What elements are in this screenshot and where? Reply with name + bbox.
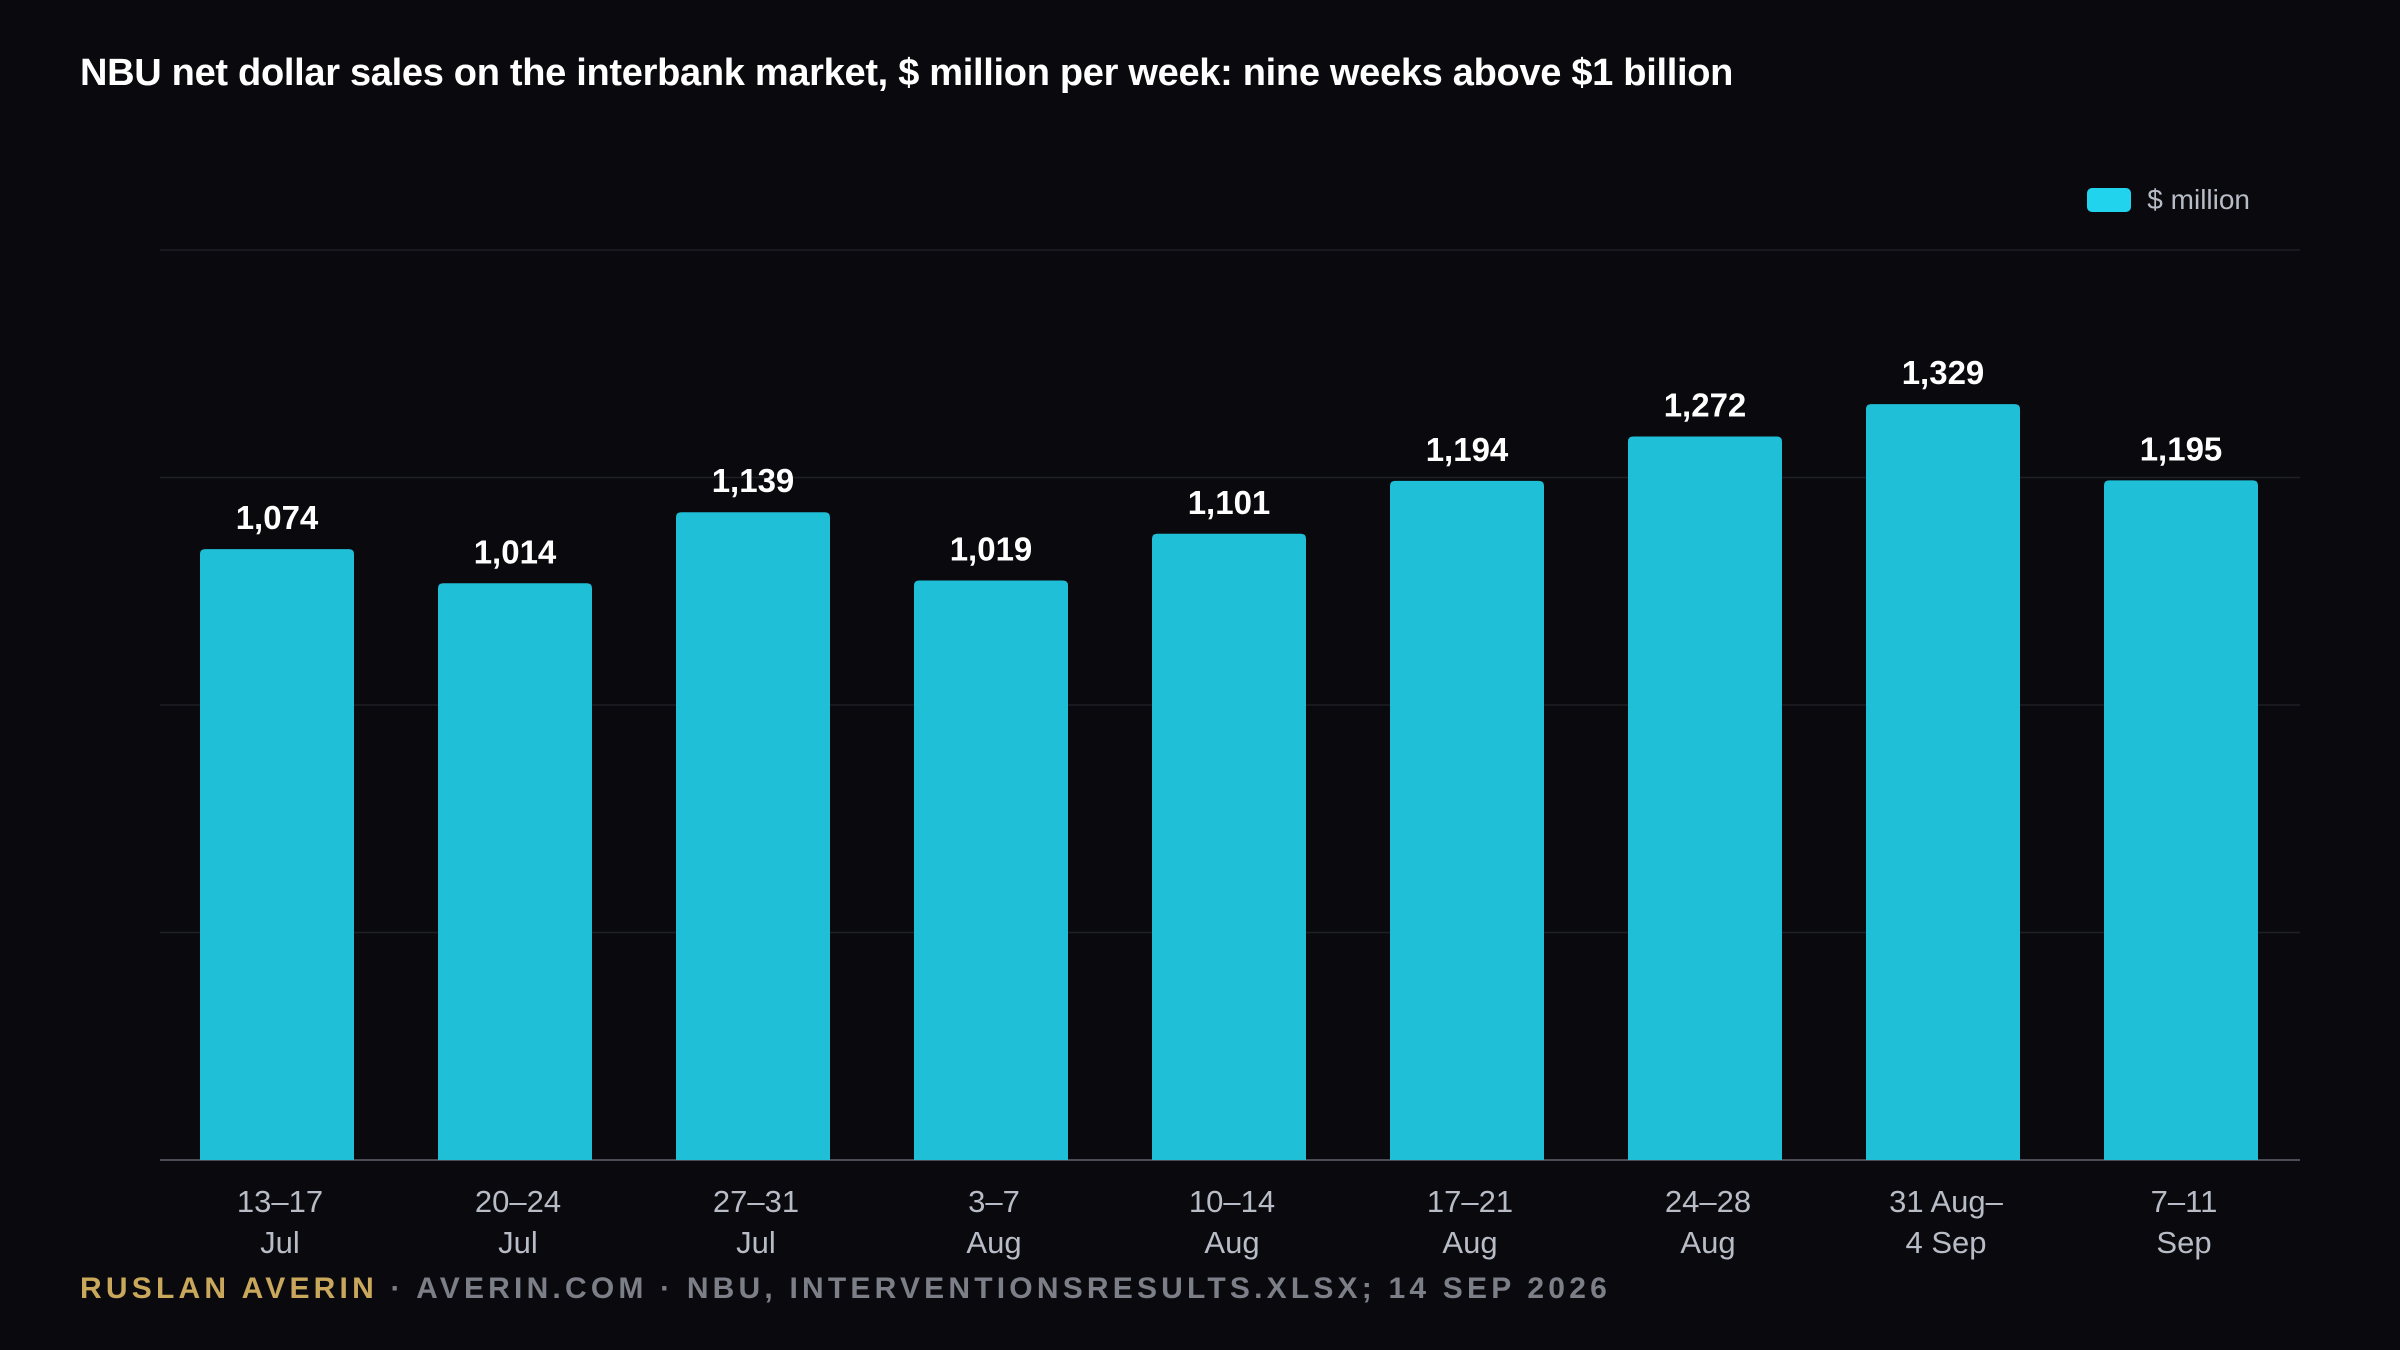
bars [200,404,2258,1161]
value-label-2: 1,139 [712,462,795,499]
chart-legend: $ million [2087,184,2250,216]
value-labels: 1,074 1,014 1,139 1,019 1,101 1,194 1,272 1,329… [236,354,2223,570]
bar-6 [1628,436,1782,1160]
bar-7 [1866,404,2020,1161]
tick-label-8-0: 7–11 [2151,1184,2218,1219]
legend-label: $ million [2147,184,2250,215]
tick-label-3-0: 3–7 [968,1184,1020,1219]
bar-1 [438,583,592,1160]
tick-label-6-1: Aug [1680,1225,1735,1260]
bar-8 [2104,480,2258,1160]
tick-label-1-0: 20–24 [475,1184,561,1219]
tick-label-7-0: 31 Aug– [1889,1184,2004,1219]
tick-label-0-1: Jul [260,1225,300,1260]
value-label-3: 1,019 [950,530,1033,567]
tick-label-5-1: Aug [1442,1225,1497,1260]
tick-label-0-0: 13–17 [237,1184,323,1219]
value-label-5: 1,194 [1426,431,1509,468]
tick-label-2-0: 27–31 [713,1184,799,1219]
footer-source: · AVERIN.COM · NBU, INTERVENTIONSRESULTS… [390,1272,1611,1305]
tick-label-5-0: 17–21 [1427,1184,1513,1219]
tick-label-2-1: Jul [736,1225,776,1260]
tick-label-4-1: Aug [1204,1225,1259,1260]
value-label-6: 1,272 [1664,387,1747,424]
footer-credit: RUSLAN AVERIN · AVERIN.COM · NBU, INTERV… [80,1272,1611,1306]
x-axis-tick-labels: 13–17 Jul 20–24 Jul 27–31 Jul 3–7 Aug 10–14 Aug 17… [237,1184,2217,1260]
chart-title: NBU net dollar sales on the interbank ma… [80,52,1734,94]
value-label-0: 1,074 [236,499,319,536]
bar-4 [1152,533,1306,1160]
bar-5 [1390,480,1544,1161]
value-label-7: 1,329 [1902,354,1985,391]
bar-0 [200,549,354,1160]
tick-label-4-0: 10–14 [1189,1184,1275,1219]
bar-3 [914,580,1068,1160]
value-label-8: 1,195 [2140,430,2223,467]
tick-label-6-0: 24–28 [1665,1184,1751,1219]
legend-swatch [2087,188,2132,212]
footer-author: RUSLAN AVERIN [80,1272,378,1305]
bar-2 [676,512,830,1160]
value-label-4: 1,101 [1188,484,1271,521]
tick-label-1-1: Jul [498,1225,538,1260]
tick-label-3-1: Aug [966,1225,1021,1260]
tick-label-8-1: Sep [2156,1225,2211,1260]
tick-label-7-1: 4 Sep [1905,1225,1986,1260]
value-label-1: 1,014 [474,533,557,570]
